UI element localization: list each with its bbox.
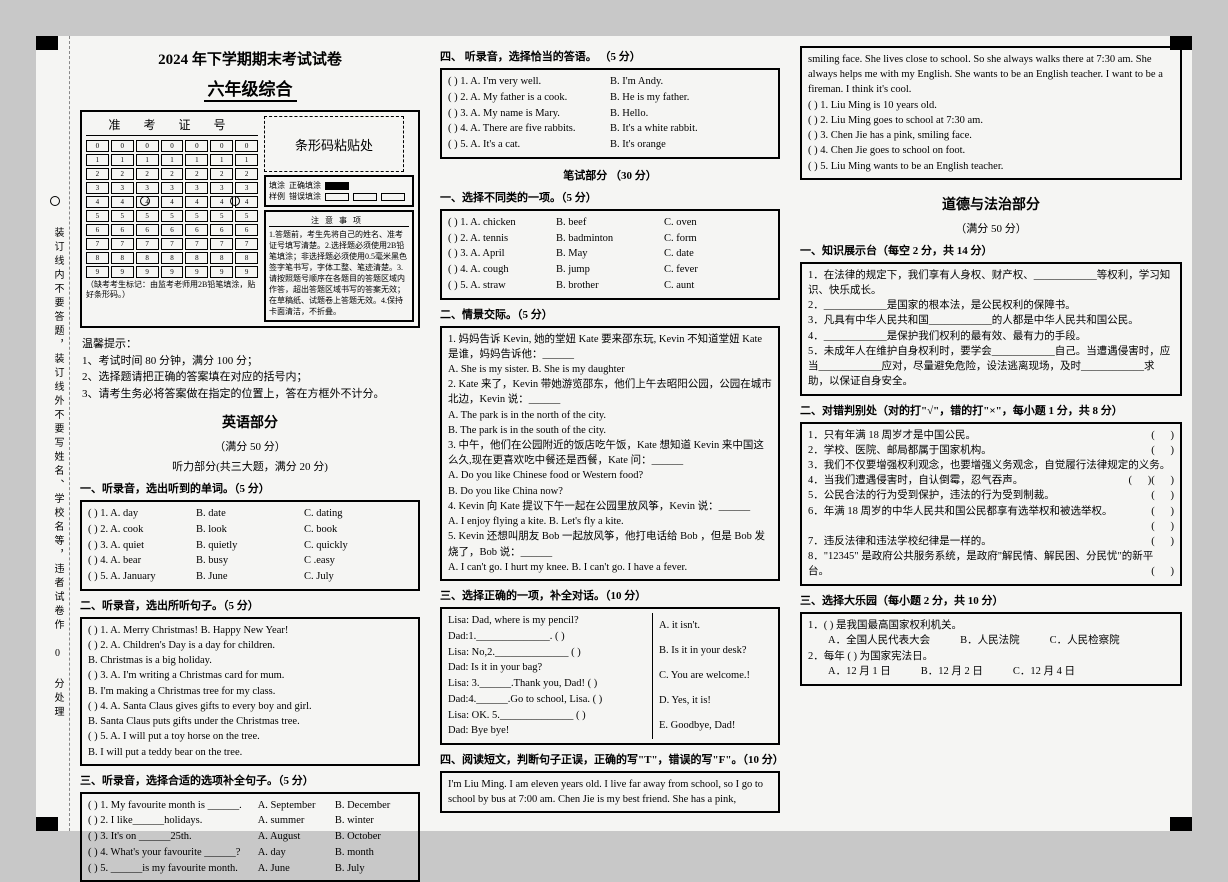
warm-tips: 温馨提示： 1、考试时间 80 分钟，满分 100 分； 2、选择题请把正确的答…	[82, 336, 418, 402]
punch-hole	[50, 196, 60, 206]
passage-box-1: I'm Liu Ming. I am eleven years old. I l…	[440, 771, 780, 813]
punch-hole	[140, 196, 150, 206]
dialog-box: Lisa: Dad, where is my pencil?Dad:1.____…	[440, 607, 780, 745]
written-4: 四、阅读短文，判断句子正误，正确的写"T"，错误的写"F"。（10 分）	[440, 751, 780, 767]
written-2: 二、情景交际。（5 分）	[440, 306, 780, 322]
section-2: 二、听录音，选出所听句子。（5 分）	[80, 597, 420, 613]
notice-box: 注意事项 1.答题前，考生先将自己的姓名、准考证号填写清楚。2.选择题必须使用2…	[264, 210, 414, 322]
q3-box: ( ) 1. My favourite month is ______.A. S…	[80, 792, 420, 882]
q4-box: ( ) 1. A. I'm very well.B. I'm Andy.( ) …	[440, 68, 780, 159]
written-3: 三、选择正确的一项，补全对话。（10 分）	[440, 587, 780, 603]
section-1: 一、听录音，选出听到的单词。（5 分）	[80, 480, 420, 496]
listen-heading: 听力部分(共三大题，满分 20 分)	[80, 458, 420, 474]
civics-s2: 二、对错判别处（对的打"√"，错的打"×"，每小题 1 分，共 8 分）	[800, 402, 1182, 418]
q1-box: ( ) 1. A. dayB. dateC. dating( ) 2. A. c…	[80, 500, 420, 591]
crop-mark-tr	[1170, 36, 1192, 50]
section-3: 三、听录音，选择合适的选项补全句子。（5 分）	[80, 772, 420, 788]
bubble-grid: 0000000 1111111 2222222 3333333 4444444 …	[86, 140, 258, 278]
passage-box-2: smiling face. She lives close to school.…	[800, 46, 1182, 180]
civics-s3: 三、选择大乐园（每小题 2 分，共 10 分）	[800, 592, 1182, 608]
civics-mc-box: 1．( ) 是我国最高国家权利机关。A．全国人民代表大会B．人民法院C．人民检察…	[800, 612, 1182, 686]
civics-s1: 一、知识展示台（每空 2 分，共 14 分）	[800, 242, 1182, 258]
id-label: 准 考 证 号	[86, 116, 258, 136]
barcode-area: 条形码粘贴处	[264, 116, 404, 172]
written-1: 一、选择不同类的一项。（5 分）	[440, 189, 780, 205]
civics-judge-box: 1．只有年满 18 周岁才是中国公民。( )2．学校、医院、邮局都属于国家机构。…	[800, 422, 1182, 586]
id-box: 准 考 证 号 0000000 1111111 2222222 3333333 …	[80, 110, 420, 328]
scene-box: 1. 妈妈告诉 Kevin, 她的堂妞 Kate 要来邵东玩, Kevin 不知…	[440, 326, 780, 582]
column-1: 2024 年下学期期末考试试卷 六年级综合 准 考 证 号 0000000 11…	[70, 36, 430, 831]
civics-heading: 道德与法治部分	[800, 194, 1182, 214]
column-3: smiling face. She lives close to school.…	[790, 36, 1192, 831]
column-2: 四、 听录音，选择恰当的答语。 （5 分） ( ) 1. A. I'm very…	[430, 36, 790, 831]
id-footer: （缺考考生标记：由监考老师用2B铅笔填涂，贴好条形码。）	[86, 280, 258, 299]
passage-text-1: I'm Liu Ming. I am eleven years old. I l…	[448, 777, 772, 807]
exam-page: 装订线内不要答题，装订线外不要写姓名、学校名等，违者试卷作 0 分处理 2024…	[36, 36, 1192, 831]
binding-margin: 装订线内不要答题，装订线外不要写姓名、学校名等，违者试卷作 0 分处理	[36, 36, 70, 831]
written-heading: 笔试部分 （30 分）	[440, 167, 780, 183]
section-4: 四、 听录音，选择恰当的答语。 （5 分）	[440, 48, 780, 64]
civics-full: （满分 50 分）	[800, 220, 1182, 236]
english-full: （满分 50 分）	[80, 438, 420, 454]
wq1-box: ( ) 1. A. chickenB. beefC. oven( ) 2. A.…	[440, 209, 780, 300]
binding-warning: 装订线内不要答题，装订线外不要写姓名、学校名等，违者试卷作 0 分处理	[40, 227, 65, 720]
civics-fill-box: 1．在法律的规定下，我们享有人身权、财产权、____________等权利，学习…	[800, 262, 1182, 396]
exam-title: 2024 年下学期期末考试试卷	[80, 46, 420, 71]
q2-box: ( ) 1. A. Merry Christmas! B. Happy New …	[80, 617, 420, 766]
punch-hole	[230, 196, 240, 206]
english-heading: 英语部分	[80, 412, 420, 432]
crop-mark-br	[1170, 817, 1192, 831]
exam-grade: 六年级综合	[204, 75, 297, 102]
fill-guide: 填涂正确填涂 样例错误填涂	[264, 175, 414, 207]
passage-text-2: smiling face. She lives close to school.…	[808, 52, 1174, 98]
